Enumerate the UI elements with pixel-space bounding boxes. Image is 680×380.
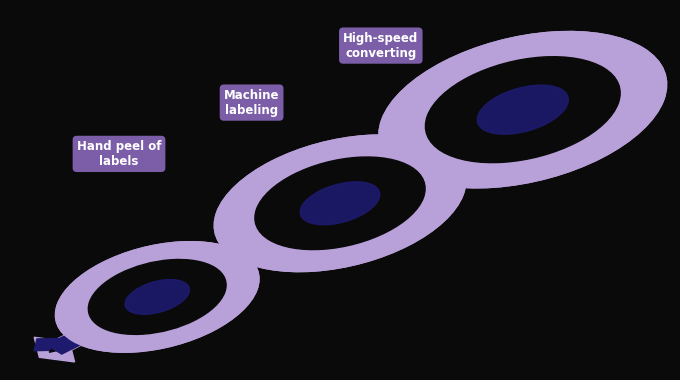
Polygon shape (543, 78, 566, 90)
Polygon shape (477, 127, 488, 133)
Ellipse shape (426, 57, 620, 163)
Polygon shape (411, 144, 452, 169)
Polygon shape (82, 332, 106, 345)
Ellipse shape (477, 85, 568, 134)
Polygon shape (589, 70, 600, 76)
Text: Machine
labeling: Machine labeling (224, 89, 279, 117)
Polygon shape (462, 118, 503, 142)
Polygon shape (462, 119, 487, 131)
Polygon shape (47, 52, 633, 354)
Polygon shape (34, 337, 75, 362)
Polygon shape (243, 247, 254, 253)
Polygon shape (228, 238, 269, 263)
Text: High-speed
converting: High-speed converting (343, 32, 418, 60)
Ellipse shape (255, 157, 425, 250)
Polygon shape (97, 306, 121, 318)
Ellipse shape (379, 32, 666, 188)
Polygon shape (426, 154, 437, 159)
Ellipse shape (125, 280, 190, 314)
Polygon shape (47, 52, 633, 354)
Ellipse shape (214, 135, 466, 272)
Polygon shape (65, 321, 106, 346)
Polygon shape (590, 72, 615, 84)
Ellipse shape (474, 83, 572, 136)
Polygon shape (192, 274, 203, 279)
Ellipse shape (122, 278, 192, 316)
Polygon shape (80, 331, 91, 336)
Ellipse shape (379, 32, 666, 188)
Polygon shape (558, 87, 568, 92)
Ellipse shape (255, 157, 425, 250)
Polygon shape (294, 221, 305, 226)
Ellipse shape (300, 182, 380, 225)
Text: Hand peel of
labels: Hand peel of labels (77, 140, 161, 168)
Polygon shape (605, 46, 630, 58)
Polygon shape (279, 212, 304, 225)
Polygon shape (46, 52, 634, 355)
Ellipse shape (214, 135, 466, 272)
Polygon shape (177, 264, 218, 289)
Polygon shape (574, 61, 615, 86)
Ellipse shape (56, 242, 259, 352)
Ellipse shape (297, 180, 383, 226)
Polygon shape (360, 171, 401, 195)
Polygon shape (620, 54, 631, 60)
Polygon shape (360, 172, 384, 184)
Ellipse shape (88, 260, 226, 334)
Polygon shape (34, 339, 58, 351)
Polygon shape (112, 315, 122, 320)
Polygon shape (279, 211, 320, 236)
Polygon shape (605, 45, 646, 69)
Ellipse shape (88, 260, 226, 334)
Ellipse shape (56, 242, 259, 352)
Polygon shape (245, 249, 269, 261)
Ellipse shape (426, 57, 620, 163)
Polygon shape (177, 265, 201, 277)
Polygon shape (49, 347, 60, 352)
Polygon shape (428, 155, 452, 168)
Polygon shape (375, 180, 386, 185)
Polygon shape (543, 77, 583, 101)
Polygon shape (97, 305, 137, 330)
